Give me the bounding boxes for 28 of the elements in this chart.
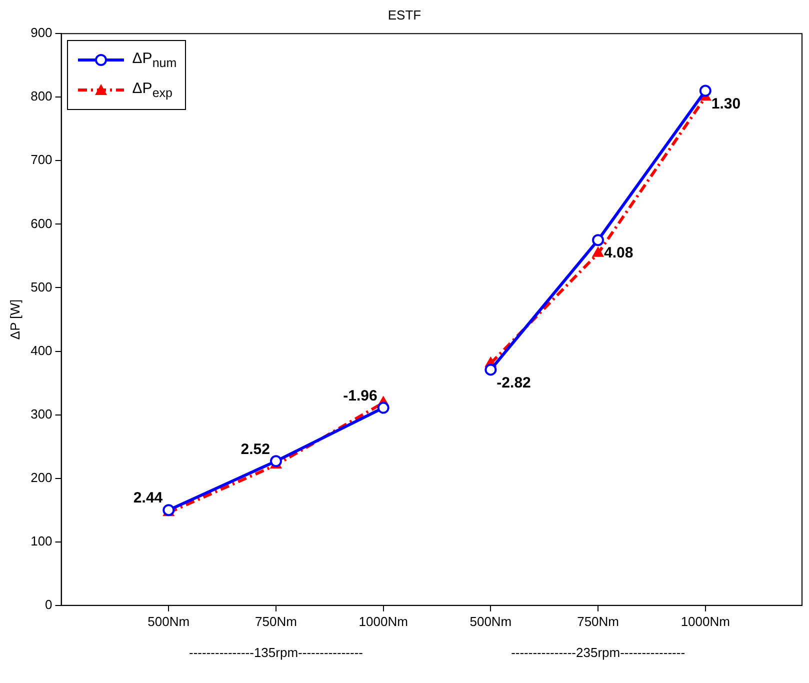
x-tick-label: 1000Nm [680,614,730,629]
y-tick-label: 600 [30,216,52,231]
x-tick-label: 500Nm [470,614,512,629]
annotation: -1.96 [343,387,378,404]
x-tick-label: 750Nm [577,614,619,629]
annotation: -2.82 [496,374,531,392]
annotation: 2.44 [133,490,164,507]
chart-title: ESTF [388,7,422,22]
text: ---------------135rpm--------------- [189,644,363,660]
legend-label: ΔP$_{num}$ [132,50,177,70]
y-tick-label: 300 [30,406,52,422]
y-tick-label: 0 [45,596,52,612]
y-tick-label: 800 [30,88,52,104]
x-tick-label: 750Nm [255,614,297,629]
annotation: 2.52 [240,440,270,458]
x-tick-label: 1000Nm [358,614,408,629]
y-tick-label: 900 [30,25,52,40]
text: ---------------235rpm--------------- [511,644,686,660]
y-tick-label: 700 [30,152,52,168]
legend-label: ΔP$_{exp}$ [132,80,172,100]
annotation: 1.30 [711,95,741,112]
annotation: 4.08 [604,244,634,262]
y-tick-label: 200 [30,470,52,485]
y-axis-title: ΔP [W] [7,299,22,340]
y-tick-label: 400 [30,342,52,358]
x-tick-label: 500Nm [148,614,190,629]
y-tick-label: 500 [30,279,52,294]
y-tick-label: 100 [30,533,52,548]
